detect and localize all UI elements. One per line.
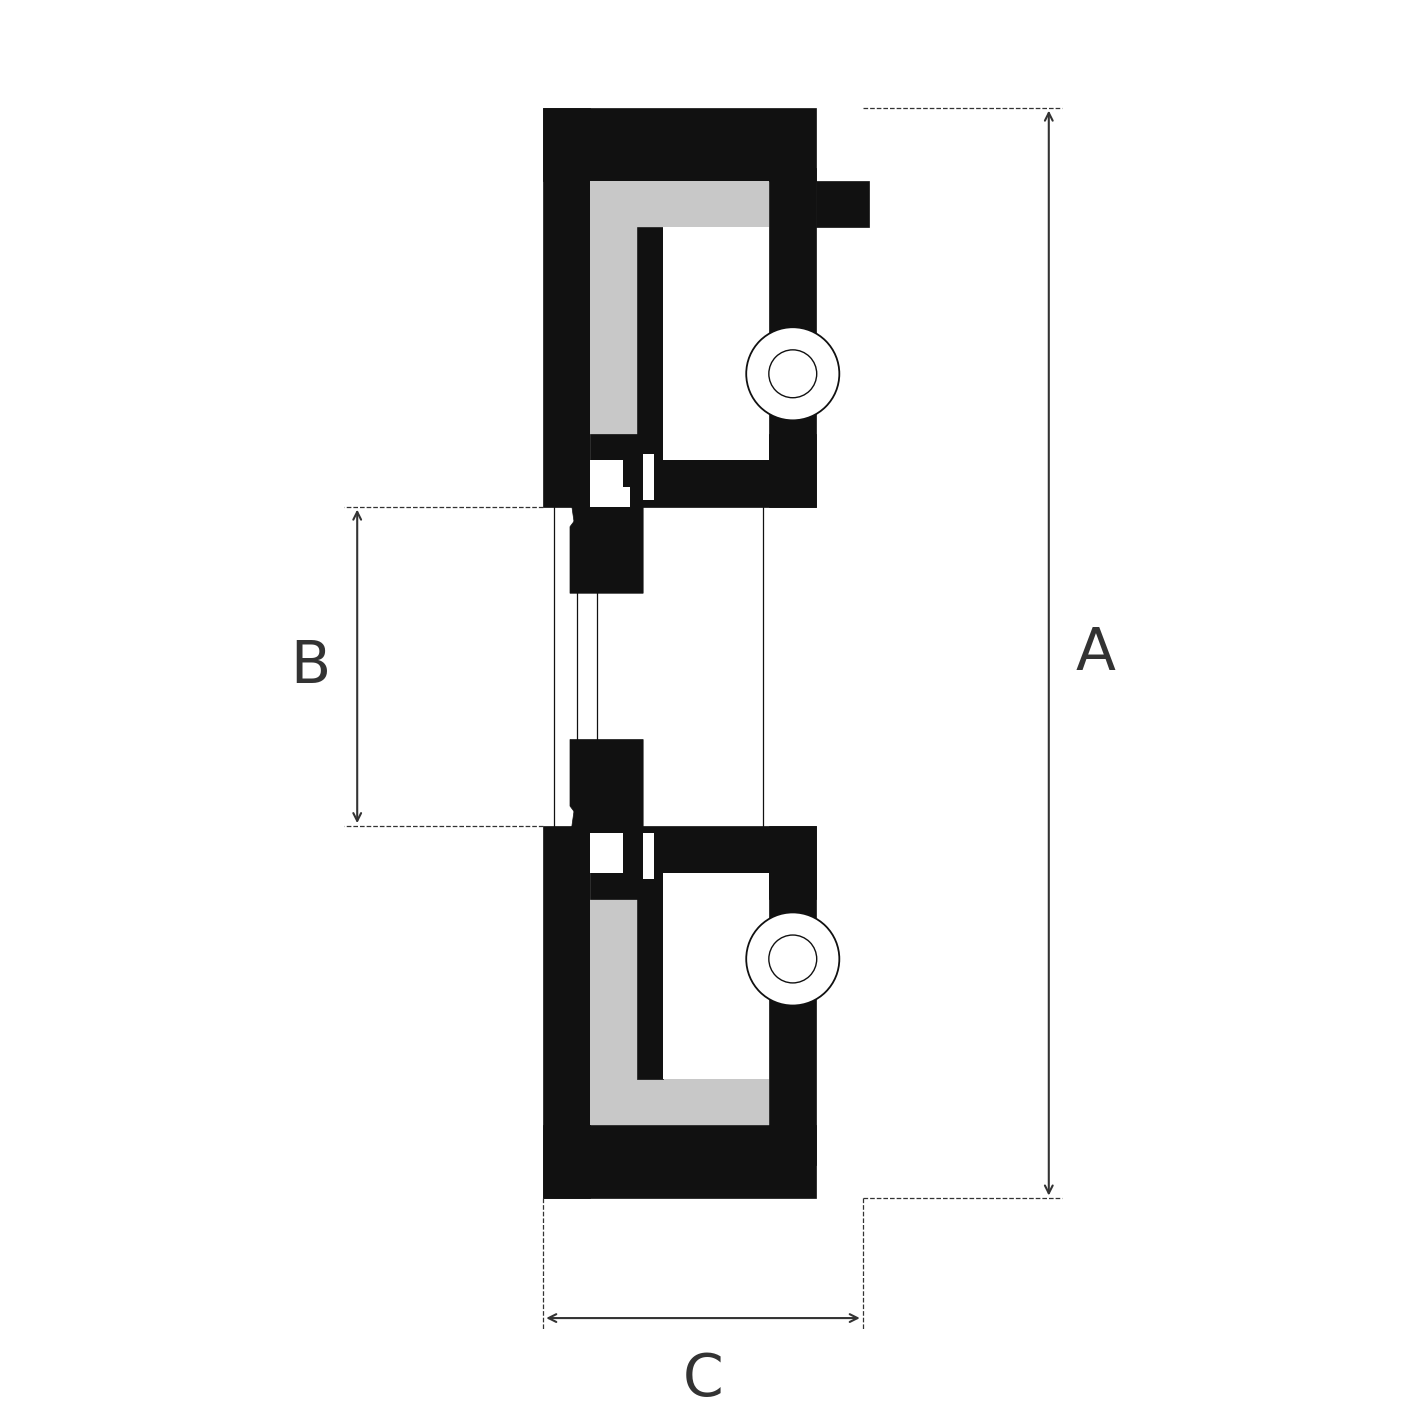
Text: C: C <box>683 1351 723 1406</box>
Text: B: B <box>291 638 330 695</box>
Text: A: A <box>1076 624 1115 682</box>
Bar <box>664 873 769 1078</box>
Polygon shape <box>569 460 643 593</box>
Circle shape <box>769 935 817 983</box>
Circle shape <box>769 350 817 398</box>
Bar <box>543 1125 815 1198</box>
Bar <box>643 454 654 501</box>
Bar <box>664 228 769 460</box>
Circle shape <box>747 912 839 1005</box>
Bar <box>543 108 815 181</box>
Bar <box>591 873 637 1078</box>
Bar <box>591 1078 769 1125</box>
Bar <box>591 832 623 873</box>
Polygon shape <box>569 793 623 873</box>
Bar <box>591 460 623 501</box>
Polygon shape <box>610 773 657 879</box>
Polygon shape <box>569 740 643 873</box>
Bar <box>591 181 637 460</box>
Polygon shape <box>569 460 623 540</box>
Polygon shape <box>610 454 657 560</box>
Bar <box>591 825 815 898</box>
Polygon shape <box>815 181 869 228</box>
Bar <box>591 474 617 506</box>
Bar <box>591 433 815 506</box>
Bar <box>543 108 591 506</box>
Bar <box>543 825 591 1198</box>
Bar <box>637 228 664 460</box>
Bar <box>591 181 769 228</box>
Bar <box>643 832 654 879</box>
Bar <box>617 486 630 506</box>
Circle shape <box>747 328 839 420</box>
Bar <box>769 825 815 1166</box>
Bar <box>769 167 815 506</box>
Bar <box>637 873 664 1078</box>
